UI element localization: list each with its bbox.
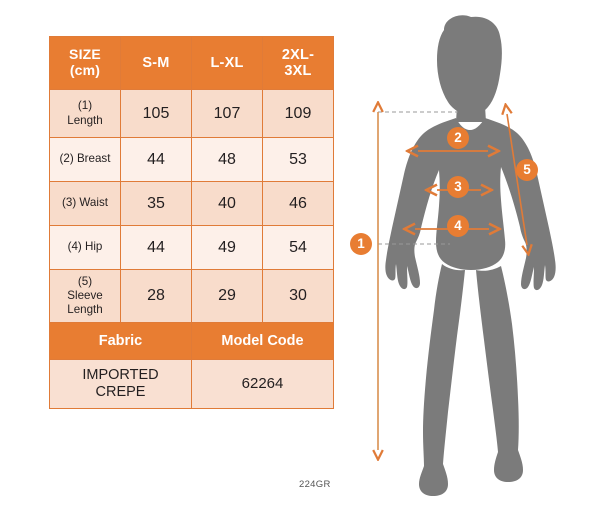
header-lxl-line1: L-XL xyxy=(210,54,244,71)
header-cell-s-m: S-M xyxy=(120,36,192,90)
marker-3-waist: 3 xyxy=(447,176,469,198)
cell-waist-sm: 35 xyxy=(120,181,192,226)
header-size-line2: (cm) xyxy=(69,62,101,78)
marker-4-hip: 4 xyxy=(447,215,469,237)
row-label-hip: (4) Hip xyxy=(49,225,121,270)
fabric-line1: IMPORTED xyxy=(82,366,159,383)
table-row: (3) Waist 35 40 46 xyxy=(49,181,334,226)
subheader-fabric: Fabric xyxy=(49,322,192,360)
header-cell-2xl-3xl: 2XL- 3XL xyxy=(262,36,334,90)
table-subheader-row: Fabric Model Code xyxy=(49,322,334,360)
table-row: (5) Sleeve Length 28 29 30 xyxy=(49,269,334,323)
cell-length-lxl: 107 xyxy=(191,89,263,138)
row-label-breast: (2) Breast xyxy=(49,137,121,182)
subheader-model-code: Model Code xyxy=(191,322,334,360)
fabric-line2: CREPE xyxy=(95,384,146,400)
size-chart-table: SIZE (cm) S-M L-XL 2XL- 3XL (1) Length 1… xyxy=(49,36,334,409)
measurement-figure-panel: 1 2 3 4 5 xyxy=(340,14,596,500)
cell-waist-2xl3xl: 46 xyxy=(262,181,334,226)
header-cell-size: SIZE (cm) xyxy=(49,36,121,90)
row-label-length-line1: (1) xyxy=(77,99,93,113)
row-label-length-line2: Length xyxy=(67,113,103,127)
row-label-sleeve-length: (5) Sleeve Length xyxy=(49,269,121,323)
marker-5-sleeve-length: 5 xyxy=(516,159,538,181)
header-2xl-line1: 2XL- xyxy=(281,46,315,63)
header-size-line1: SIZE xyxy=(69,46,101,63)
cell-hip-lxl: 49 xyxy=(191,225,263,270)
table-footer-row: IMPORTED CREPE 62264 xyxy=(49,359,334,409)
table-row: (2) Breast 44 48 53 xyxy=(49,137,334,182)
table-row: (1) Length 105 107 109 xyxy=(49,89,334,138)
header-cell-l-xl: L-XL xyxy=(191,36,263,90)
cell-fabric-value: IMPORTED CREPE xyxy=(49,359,192,409)
cell-sleeve-lxl: 29 xyxy=(191,269,263,323)
table-row: (4) Hip 44 49 54 xyxy=(49,225,334,270)
cell-hip-2xl3xl: 54 xyxy=(262,225,334,270)
body-silhouette-icon xyxy=(385,15,556,496)
cell-breast-sm: 44 xyxy=(120,137,192,182)
row-label-length: (1) Length xyxy=(49,89,121,138)
table-header-row: SIZE (cm) S-M L-XL 2XL- 3XL xyxy=(49,36,334,90)
marker-1-length: 1 xyxy=(350,233,372,255)
cell-sleeve-sm: 28 xyxy=(120,269,192,323)
row-label-sleeve-line2: Sleeve xyxy=(67,288,103,302)
female-silhouette-diagram xyxy=(340,15,556,496)
row-label-waist: (3) Waist xyxy=(49,181,121,226)
cell-hip-sm: 44 xyxy=(120,225,192,270)
cell-length-sm: 105 xyxy=(120,89,192,138)
row-label-sleeve-line3: Length xyxy=(67,303,103,317)
row-label-sleeve-line1: (5) xyxy=(77,274,93,288)
header-sm-line1: S-M xyxy=(142,54,170,71)
cell-breast-lxl: 48 xyxy=(191,137,263,182)
cell-breast-2xl3xl: 53 xyxy=(262,137,334,182)
header-2xl-line2: 3XL xyxy=(284,63,312,79)
arrow-sleeve-length xyxy=(507,114,527,245)
marker-2-breast: 2 xyxy=(447,127,469,149)
cell-model-code-value: 62264 xyxy=(191,359,334,409)
cell-waist-lxl: 40 xyxy=(191,181,263,226)
cell-sleeve-2xl3xl: 30 xyxy=(262,269,334,323)
chart-caption: 224GR xyxy=(299,479,331,490)
cell-length-2xl3xl: 109 xyxy=(262,89,334,138)
